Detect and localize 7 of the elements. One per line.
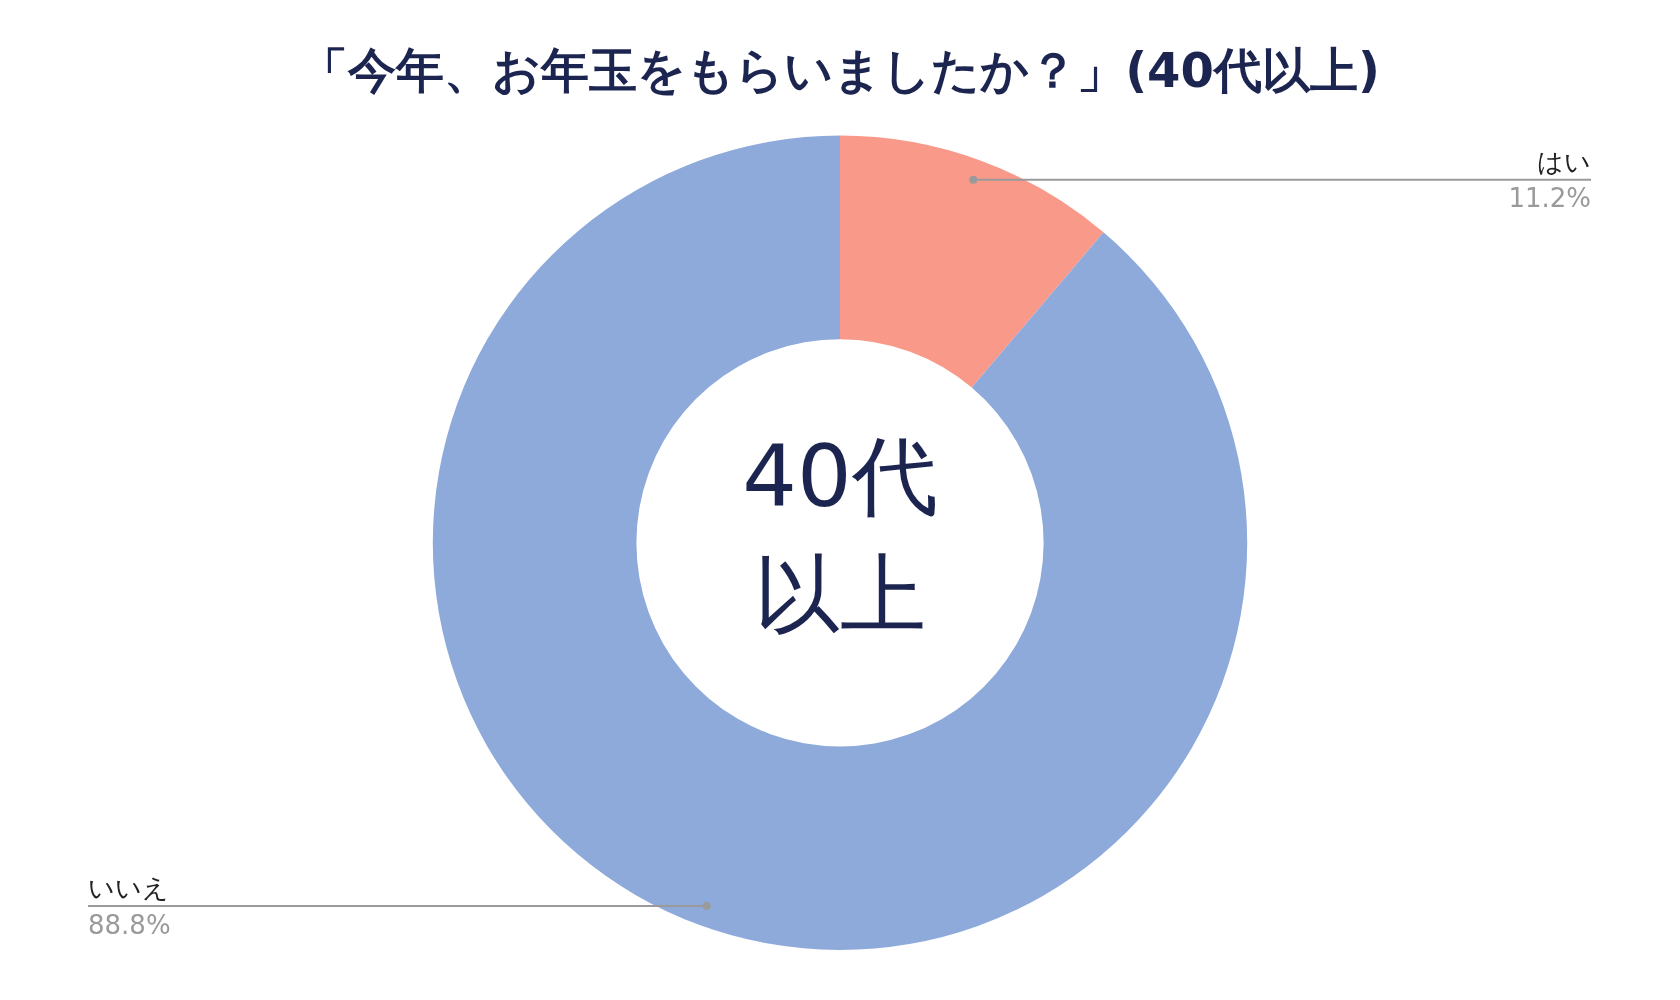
slice-label: いいえ <box>88 872 169 903</box>
data-label: 88.8% <box>88 909 171 940</box>
text: 40代 <box>742 426 938 527</box>
text: 以上 <box>754 544 926 645</box>
chart-title: 「今年、お年玉をもらいましたか？」(40代以上) <box>300 42 1380 99</box>
slice-label: はい <box>1537 146 1591 177</box>
data-label: 11.2% <box>1508 183 1591 214</box>
